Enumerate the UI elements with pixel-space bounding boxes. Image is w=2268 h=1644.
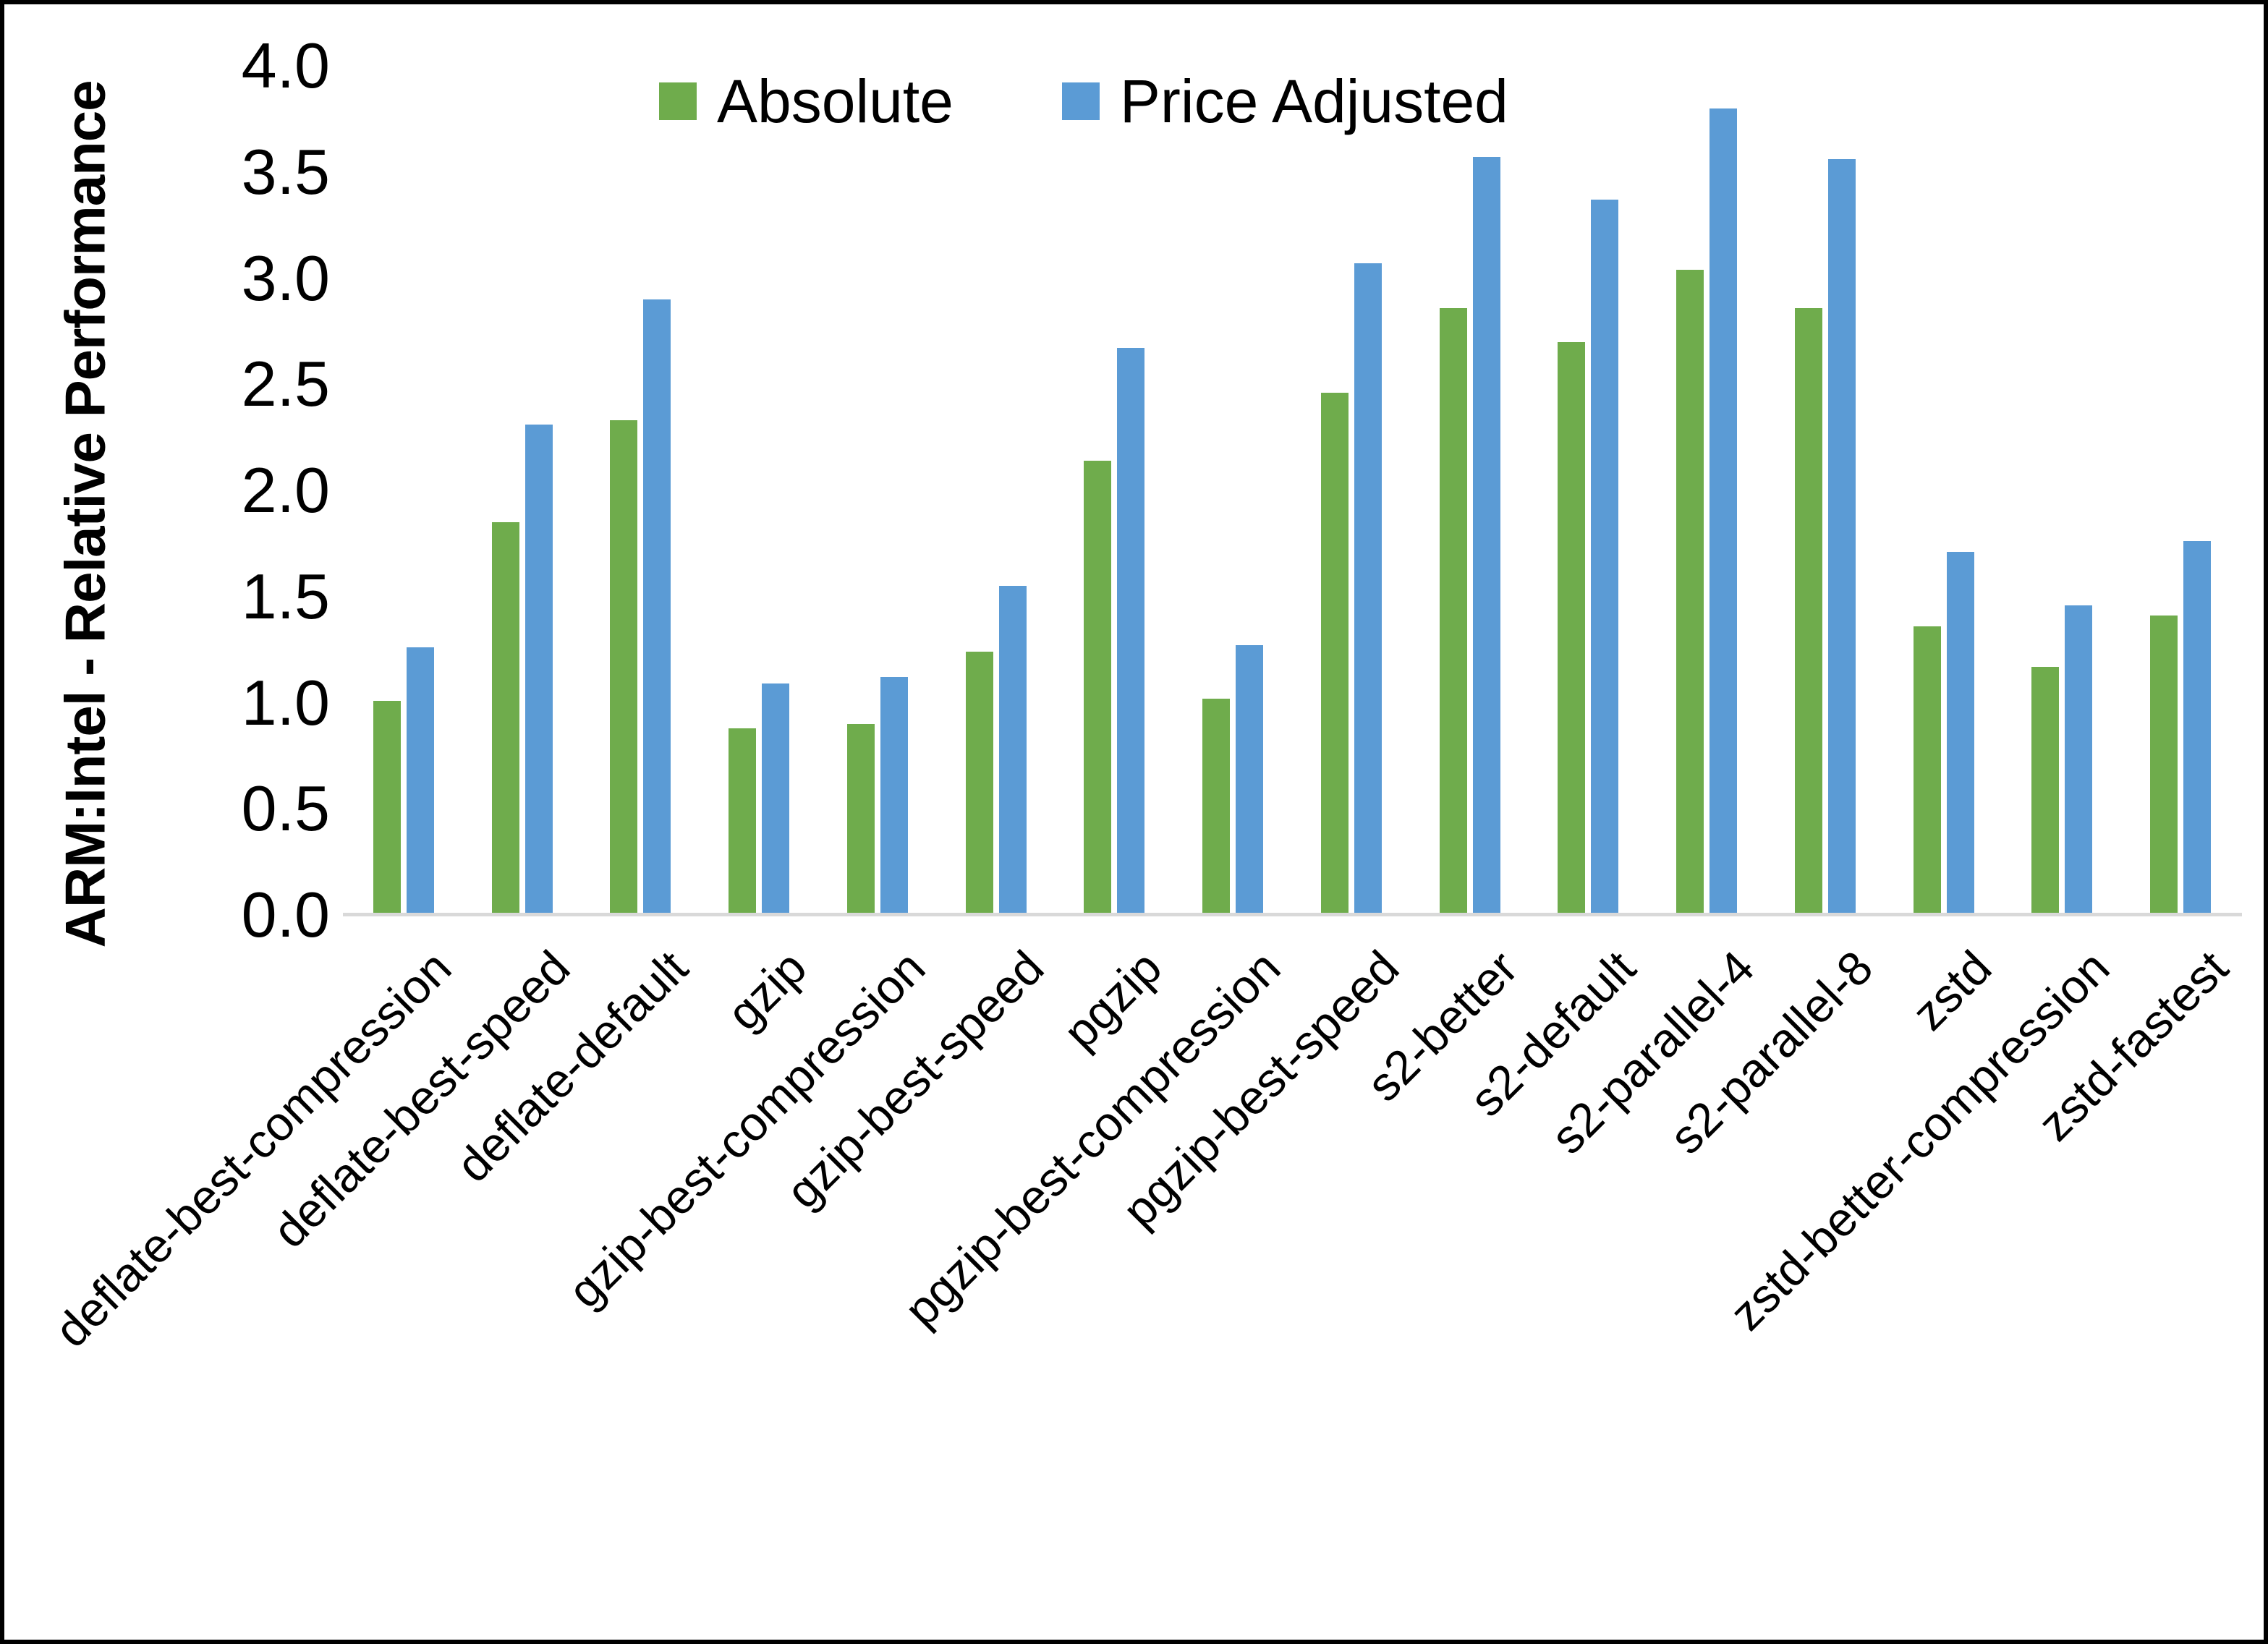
bar-absolute <box>1913 626 1941 915</box>
y-axis-tick-label: 0.5 <box>241 772 330 845</box>
bar-absolute <box>729 728 757 915</box>
bar-price-adjusted <box>1591 199 1619 915</box>
category-group <box>1647 66 1766 915</box>
category-group <box>818 66 937 915</box>
category-group <box>344 66 463 915</box>
bar-absolute <box>846 723 875 915</box>
category-group <box>1529 66 1648 915</box>
y-axis-tick-labels: 0.0 0.5 1.0 1.5 2.0 2.5 3.0 3.5 4.0 <box>4 4 330 1640</box>
category-group <box>2121 66 2240 915</box>
bar-price-adjusted <box>2183 541 2212 915</box>
bar-absolute <box>1558 341 1586 915</box>
bar-price-adjusted <box>1827 159 1856 915</box>
category-group <box>582 66 700 915</box>
bar-price-adjusted <box>1354 263 1382 915</box>
x-axis-labels: deflate-best-compression deflate-best-spe… <box>44 915 2240 1638</box>
x-axis-label: zstd <box>1901 940 2002 1041</box>
bar-price-adjusted <box>406 647 434 915</box>
x-axis-label: gzip <box>716 940 817 1041</box>
bar-absolute <box>491 522 519 915</box>
bar-absolute <box>373 700 401 915</box>
category-group <box>463 66 582 915</box>
bar-absolute <box>1084 460 1112 915</box>
category-group <box>1766 66 1885 915</box>
category-group <box>1292 66 1411 915</box>
bar-absolute <box>2150 616 2178 915</box>
bar-price-adjusted <box>998 586 1027 915</box>
y-axis-tick-label: 1.5 <box>241 560 330 632</box>
bar-absolute <box>610 420 638 915</box>
bar-absolute <box>1320 393 1349 915</box>
x-axis-line <box>343 913 2242 916</box>
category-group <box>2003 66 2122 915</box>
category-group <box>937 66 1056 915</box>
legend: Absolute Price Adjusted <box>659 71 1508 132</box>
y-axis-tick-label: 0.0 <box>241 879 330 950</box>
legend-label-absolute: Absolute <box>717 67 954 135</box>
y-axis-tick-label: 1.0 <box>241 666 330 738</box>
bar-price-adjusted <box>1236 645 1264 915</box>
legend-item-absolute: Absolute <box>659 71 954 132</box>
category-group <box>700 66 818 915</box>
bar-price-adjusted <box>643 299 671 915</box>
y-axis-tick-label: 4.0 <box>241 30 330 101</box>
plot-area <box>344 66 2240 915</box>
bar-absolute <box>1202 698 1231 915</box>
y-axis-tick-label: 2.5 <box>241 348 330 420</box>
bar-absolute <box>965 652 993 915</box>
y-axis-tick-label: 2.0 <box>241 454 330 526</box>
category-group <box>1411 66 1529 915</box>
y-axis-tick-label: 3.0 <box>241 242 330 314</box>
bar-absolute <box>1439 307 1467 915</box>
legend-label-price-adjusted: Price Adjusted <box>1119 67 1508 135</box>
legend-swatch-absolute <box>659 82 697 120</box>
bar-price-adjusted <box>1946 552 1974 915</box>
bar-price-adjusted <box>2065 605 2093 915</box>
bar-absolute <box>2031 666 2060 915</box>
y-axis-tick-label: 3.5 <box>241 135 330 208</box>
bar-absolute <box>1676 269 1704 915</box>
bar-price-adjusted <box>1710 108 1738 915</box>
category-group <box>1173 66 1292 915</box>
legend-item-price-adjusted: Price Adjusted <box>1061 67 1508 135</box>
bar-absolute <box>1794 307 1822 915</box>
bar-price-adjusted <box>1117 348 1145 915</box>
bar-price-adjusted <box>762 683 790 915</box>
legend-swatch-price-adjusted <box>1061 82 1100 120</box>
category-group <box>1885 66 2003 915</box>
bar-price-adjusted <box>524 425 553 915</box>
category-group <box>1056 66 1174 915</box>
bar-price-adjusted <box>880 677 908 915</box>
bar-price-adjusted <box>1472 157 1500 915</box>
